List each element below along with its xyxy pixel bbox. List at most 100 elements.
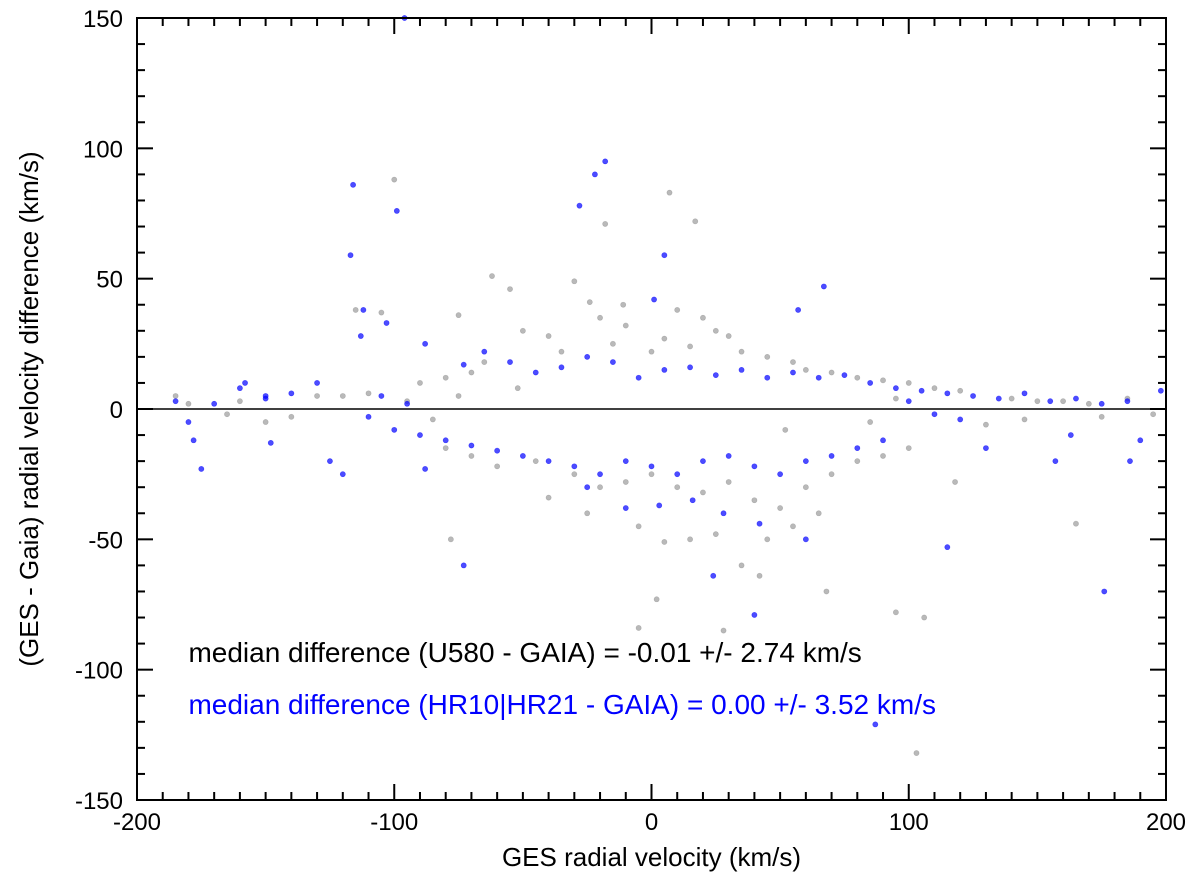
data-point <box>651 296 657 303</box>
data-point <box>422 340 429 347</box>
data-point <box>339 393 346 399</box>
data-point <box>1073 520 1079 527</box>
data-point <box>712 372 719 379</box>
data-point <box>571 463 578 470</box>
data-point <box>700 489 706 496</box>
annotations: median difference (U580 - GAIA) = -0.01 … <box>188 637 936 720</box>
data-point <box>854 458 861 465</box>
data-point <box>666 189 673 196</box>
data-point <box>242 380 248 386</box>
data-point <box>288 390 295 397</box>
data-point <box>1137 437 1144 444</box>
series-1 <box>172 15 1164 728</box>
data-point <box>455 393 462 399</box>
data-point <box>720 627 727 634</box>
y-tick-label: -50 <box>88 527 123 554</box>
data-point <box>468 453 475 459</box>
data-point <box>790 369 796 376</box>
data-point <box>532 458 539 465</box>
data-point <box>790 523 796 530</box>
data-point <box>661 252 668 259</box>
data-point <box>597 484 603 491</box>
data-point <box>198 466 205 472</box>
data-point <box>970 393 976 399</box>
data-point <box>828 453 835 459</box>
data-point <box>507 286 513 292</box>
data-point <box>314 393 320 399</box>
data-point <box>489 273 495 279</box>
data-point <box>790 359 796 365</box>
data-point <box>952 479 958 485</box>
data-point <box>327 458 333 465</box>
data-point <box>777 505 784 511</box>
data-point <box>1101 588 1108 595</box>
plot-frame <box>136 17 1167 801</box>
data-point <box>692 218 699 225</box>
data-point <box>447 536 454 543</box>
data-point <box>494 463 501 470</box>
data-point <box>545 494 552 501</box>
data-point <box>751 463 758 470</box>
data-point <box>442 374 449 381</box>
data-point <box>635 374 642 381</box>
data-point <box>687 364 693 371</box>
series-0 <box>172 176 1157 756</box>
data-point <box>314 380 320 386</box>
data-point <box>365 413 372 420</box>
data-point <box>802 536 809 543</box>
data-point <box>545 458 552 465</box>
data-point <box>391 176 398 183</box>
data-point <box>802 366 809 373</box>
data-point <box>404 400 411 407</box>
data-point <box>674 471 681 478</box>
data-point <box>764 374 771 381</box>
data-point <box>592 171 598 178</box>
data-point <box>944 390 951 397</box>
data-point <box>185 400 192 407</box>
data-point <box>764 536 771 543</box>
data-point <box>224 411 230 418</box>
data-point <box>1150 411 1157 418</box>
data-point <box>867 380 874 386</box>
data-point <box>892 609 899 616</box>
data-point <box>661 335 668 342</box>
data-point <box>921 614 928 621</box>
data-point <box>378 393 385 399</box>
data-point <box>674 484 681 491</box>
data-point <box>610 359 616 365</box>
data-point <box>584 484 591 491</box>
data-point <box>481 359 488 365</box>
data-point <box>1067 432 1074 438</box>
data-point <box>687 343 693 350</box>
data-point <box>828 471 835 478</box>
data-point <box>841 372 848 379</box>
data-point <box>494 447 501 454</box>
data-point <box>983 445 989 451</box>
data-point <box>185 419 192 425</box>
data-point <box>854 374 861 381</box>
data-point <box>571 278 578 285</box>
data-point <box>828 369 835 376</box>
data-point <box>597 314 603 321</box>
data-point <box>422 466 429 472</box>
data-point <box>267 439 274 446</box>
data-point <box>190 437 197 444</box>
x-tick-label: -100 <box>370 809 418 836</box>
data-point <box>635 523 642 530</box>
data-point <box>1047 398 1054 405</box>
data-point <box>653 596 660 603</box>
data-point <box>468 369 475 376</box>
data-point <box>983 421 989 428</box>
data-point <box>460 361 467 368</box>
data-point <box>782 426 789 433</box>
data-point <box>756 520 763 527</box>
data-point <box>995 395 1002 402</box>
data-point <box>867 419 874 425</box>
data-point <box>892 395 899 402</box>
data-point <box>1052 458 1059 465</box>
data-point <box>712 327 719 334</box>
x-tick-label: 100 <box>889 809 929 836</box>
data-point <box>519 453 526 459</box>
data-point <box>350 181 356 188</box>
median-annotation: median difference (HR10|HR21 - GAIA) = 0… <box>188 689 936 720</box>
